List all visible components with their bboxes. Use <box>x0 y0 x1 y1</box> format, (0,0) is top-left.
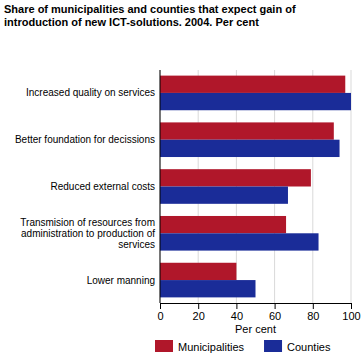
axis-line <box>161 303 352 304</box>
tick-mark <box>351 303 352 309</box>
legend-label: Municipalities <box>178 341 245 353</box>
legend-label: Counties <box>287 341 331 353</box>
bar <box>160 122 334 139</box>
tick-label: 80 <box>307 310 319 322</box>
plot: 0 20 40 60 80 100 <box>157 70 360 322</box>
category-label: Better foundation for decissions <box>15 134 155 145</box>
legend-swatch <box>264 340 282 352</box>
bar <box>160 233 319 250</box>
tick: 100 <box>342 303 360 322</box>
tick-mark <box>198 303 199 309</box>
tick: 80 <box>307 303 319 322</box>
legend-swatch <box>155 340 173 352</box>
tick-label: 20 <box>193 310 205 322</box>
legend: Municipalities Counties <box>155 340 331 353</box>
tick-mark <box>160 303 161 309</box>
bar <box>160 280 256 297</box>
category-label: Reduced external costs <box>50 181 155 192</box>
grid <box>160 70 351 303</box>
bar <box>160 140 340 157</box>
bar <box>160 263 236 280</box>
tick-mark <box>236 303 237 309</box>
bar <box>160 93 351 110</box>
x-axis-title: Per cent <box>235 323 276 335</box>
tick: 60 <box>269 303 281 322</box>
grid-line <box>160 70 161 303</box>
tick-label: 40 <box>231 310 243 322</box>
tick-label: 60 <box>269 310 281 322</box>
title: Share of municipalities and counties tha… <box>4 3 296 28</box>
tick-label: 100 <box>342 310 360 322</box>
category-label: Transmision of resources fromadministrat… <box>20 217 155 250</box>
x-axis: 0 20 40 60 80 100 <box>157 303 360 322</box>
category-label: Lower manning <box>87 275 155 286</box>
bar <box>160 216 286 233</box>
tick: 0 <box>157 303 163 322</box>
bars <box>160 76 351 298</box>
chart: Share of municipalities and counties tha… <box>0 0 363 363</box>
tick-mark <box>313 303 314 309</box>
bar <box>160 76 345 93</box>
bar <box>160 169 311 186</box>
tick-mark <box>275 303 276 309</box>
tick: 20 <box>193 303 205 322</box>
y-axis-line <box>160 70 161 303</box>
tick: 40 <box>231 303 243 322</box>
category-label: Increased quality on services <box>26 87 155 98</box>
bar <box>160 187 288 204</box>
tick-label: 0 <box>157 310 163 322</box>
